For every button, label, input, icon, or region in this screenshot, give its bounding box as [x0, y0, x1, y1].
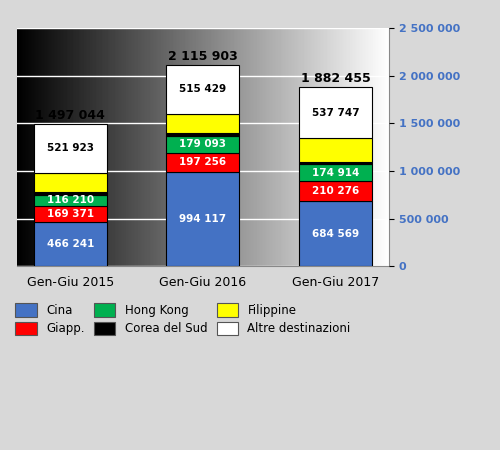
Text: 1 882 455: 1 882 455 — [300, 72, 370, 85]
Bar — [34, 195, 106, 206]
Bar — [166, 133, 240, 136]
Bar — [299, 138, 372, 162]
Bar — [299, 162, 372, 164]
Bar — [299, 201, 372, 266]
Text: 466 241: 466 241 — [46, 239, 94, 249]
Bar — [166, 65, 240, 114]
Bar — [34, 193, 106, 195]
Bar — [299, 87, 372, 138]
Bar — [34, 222, 106, 266]
Text: 174 914: 174 914 — [312, 168, 360, 178]
Bar — [166, 153, 240, 171]
Text: 515 429: 515 429 — [180, 84, 226, 94]
Text: 2 115 903: 2 115 903 — [168, 50, 238, 63]
Text: 1 497 044: 1 497 044 — [36, 109, 105, 122]
Text: 116 210: 116 210 — [46, 195, 94, 205]
Text: 684 569: 684 569 — [312, 229, 359, 238]
Bar — [34, 206, 106, 222]
Bar — [299, 181, 372, 201]
Text: 179 093: 179 093 — [180, 139, 226, 149]
Legend: Cina, Giapp., Hong Kong, Corea del Sud, Filippine, Altre destinazioni: Cina, Giapp., Hong Kong, Corea del Sud, … — [16, 303, 350, 335]
Bar — [34, 173, 106, 193]
Bar — [166, 136, 240, 153]
Bar — [34, 124, 106, 173]
Text: 197 256: 197 256 — [180, 157, 226, 167]
Text: 210 276: 210 276 — [312, 186, 359, 196]
Bar — [166, 171, 240, 266]
Text: 169 371: 169 371 — [46, 209, 94, 219]
Text: 994 117: 994 117 — [180, 214, 226, 224]
Text: 521 923: 521 923 — [47, 144, 94, 153]
Bar — [166, 114, 240, 133]
Bar — [299, 164, 372, 181]
Text: 537 747: 537 747 — [312, 108, 360, 117]
